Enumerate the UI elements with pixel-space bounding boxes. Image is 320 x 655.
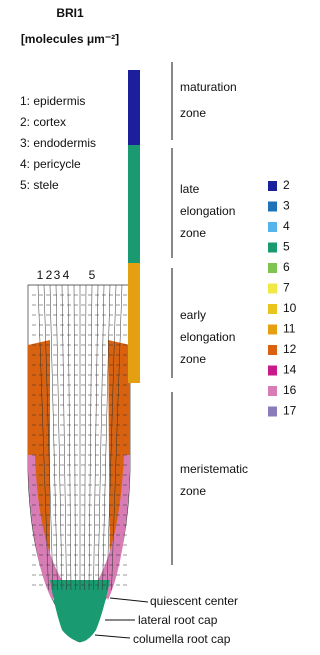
legend-swatch (268, 202, 277, 212)
layer-label: 2: cortex (20, 115, 66, 129)
column-number: 3 (54, 268, 61, 282)
legend-swatch (268, 222, 277, 232)
root (28, 70, 140, 642)
legend-swatch (268, 243, 277, 253)
legend-label: 11 (283, 322, 296, 336)
legend-label: 5 (283, 240, 290, 254)
legend-swatch (268, 181, 277, 191)
legend-label: 12 (283, 342, 297, 356)
legend-swatch (268, 366, 277, 376)
column-number: 5 (89, 268, 96, 282)
column-number: 2 (46, 268, 53, 282)
legend-swatch (268, 304, 277, 314)
legend-label: 10 (283, 301, 297, 315)
tip-label: lateral root cap (138, 613, 218, 627)
legend-label: 14 (283, 363, 297, 377)
legend-label: 16 (283, 383, 297, 397)
legend-label: 6 (283, 260, 290, 274)
legend-swatch (268, 345, 277, 355)
tip-label: columella root cap (133, 632, 231, 646)
legend-label: 2 (283, 178, 290, 192)
figure: BRI1 [molecules μm⁻²] 1: epidermis 2: cor… (0, 0, 306, 650)
legend-label: 4 (283, 219, 290, 233)
legend-swatch (268, 263, 277, 273)
legend-label: 17 (283, 404, 297, 418)
layer-label: 4: pericycle (20, 157, 81, 171)
layer-label: 1: epidermis (20, 94, 85, 108)
layer-label: 5: stele (20, 178, 59, 192)
column-number: 4 (63, 268, 70, 282)
unit: [molecules μm⁻²] (21, 32, 119, 46)
legend-swatch (268, 407, 277, 417)
legend-label: 3 (283, 199, 290, 213)
layer-label: 3: endodermis (20, 136, 96, 150)
legend-swatch (268, 386, 277, 396)
tip-label: quiescent center (150, 594, 238, 608)
legend-swatch (268, 325, 277, 335)
legend-swatch (268, 284, 277, 294)
legend-label: 7 (283, 281, 290, 295)
title: BRI1 (56, 6, 84, 20)
column-number: 1 (37, 268, 44, 282)
